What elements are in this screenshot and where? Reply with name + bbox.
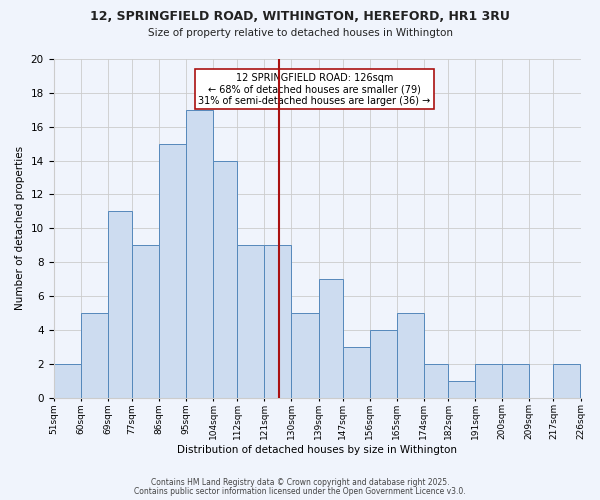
Bar	[319, 279, 343, 398]
Bar	[213, 160, 237, 398]
Bar	[424, 364, 448, 398]
Text: 12, SPRINGFIELD ROAD, WITHINGTON, HEREFORD, HR1 3RU: 12, SPRINGFIELD ROAD, WITHINGTON, HEREFO…	[90, 10, 510, 23]
Bar	[292, 313, 319, 398]
Bar	[80, 313, 108, 398]
Bar	[553, 364, 580, 398]
Bar	[159, 144, 186, 398]
Bar	[53, 364, 80, 398]
Bar	[502, 364, 529, 398]
Bar	[108, 212, 132, 398]
Bar	[237, 245, 265, 398]
Bar	[448, 380, 475, 398]
Text: Contains HM Land Registry data © Crown copyright and database right 2025.: Contains HM Land Registry data © Crown c…	[151, 478, 449, 487]
Bar	[475, 364, 502, 398]
Bar	[132, 245, 159, 398]
X-axis label: Distribution of detached houses by size in Withington: Distribution of detached houses by size …	[177, 445, 457, 455]
Bar	[186, 110, 213, 398]
Bar	[343, 346, 370, 398]
Text: Contains public sector information licensed under the Open Government Licence v3: Contains public sector information licen…	[134, 487, 466, 496]
Text: 12 SPRINGFIELD ROAD: 126sqm
← 68% of detached houses are smaller (79)
31% of sem: 12 SPRINGFIELD ROAD: 126sqm ← 68% of det…	[198, 72, 431, 106]
Bar	[265, 245, 292, 398]
Y-axis label: Number of detached properties: Number of detached properties	[15, 146, 25, 310]
Bar	[370, 330, 397, 398]
Bar	[397, 313, 424, 398]
Text: Size of property relative to detached houses in Withington: Size of property relative to detached ho…	[148, 28, 452, 38]
